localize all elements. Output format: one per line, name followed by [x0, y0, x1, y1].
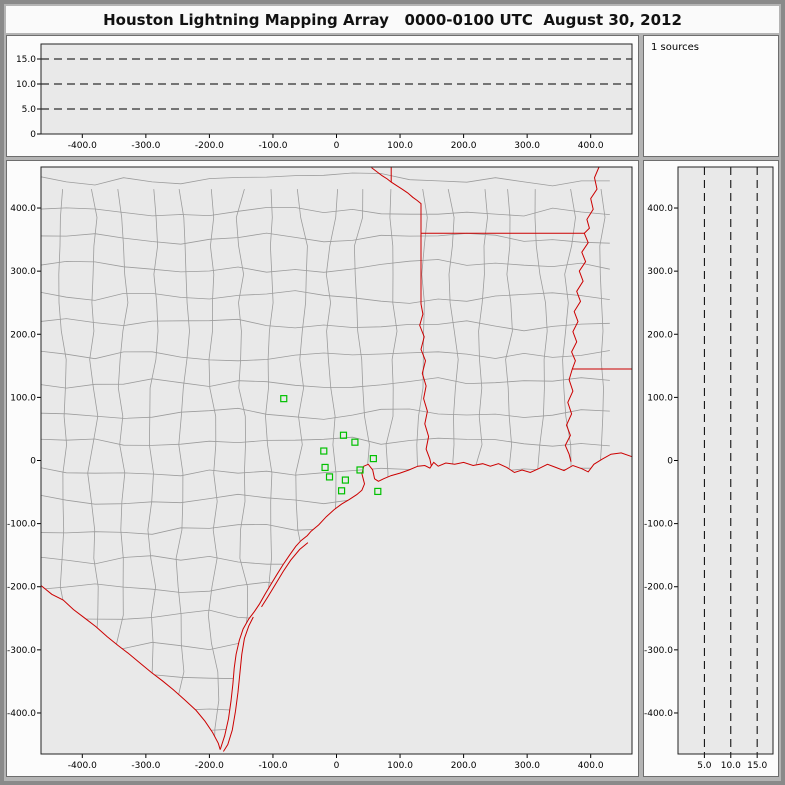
y-tick-label: -200.0 — [644, 583, 673, 593]
lma-station-marker — [280, 395, 288, 403]
x-tick-label: 400.0 — [578, 761, 604, 771]
axis-ticks: -400.0 -300.0 -200.0 -100.0 0 100.0 200.0 300.0… — [16, 55, 604, 151]
y-tick-label: -200.0 — [7, 583, 36, 593]
x-tick-label: 100.0 — [387, 761, 413, 771]
x-tick-label: 300.0 — [514, 141, 540, 151]
y-tick-label: -400.0 — [7, 709, 36, 719]
x-tick-label: -200.0 — [195, 761, 224, 771]
y-tick-label: 0 — [30, 457, 36, 467]
x-tick-label: -200.0 — [195, 141, 224, 151]
axis-ticks: -400.0 -300.0 -200.0 -100.0 0 100.0 200.0 300.0… — [7, 204, 604, 771]
lma-station-marker — [339, 431, 348, 439]
y-tick-label: 300.0 — [10, 267, 36, 277]
x-tick-label: 10.0 — [721, 761, 741, 771]
axis-ticks: 5.0 10.0 15.0 400.0 300.0 200.0 100.0 0 -100.0 -2… — [644, 204, 767, 771]
lma-station-marker — [341, 476, 349, 484]
x-tick-label: -400.0 — [68, 761, 97, 771]
y-tick-label: 100.0 — [10, 393, 36, 403]
y-tick-label: 100.0 — [647, 393, 673, 403]
mississippi-river — [564, 166, 600, 462]
sources-count-panel: 1 sources — [643, 35, 779, 157]
altitude-gridlines — [41, 58, 632, 110]
x-tick-label: -100.0 — [258, 761, 287, 771]
y-tick-label: 400.0 — [10, 204, 36, 214]
x-tick-label: -100.0 — [258, 141, 287, 151]
lma-station-marker — [374, 487, 382, 496]
x-tick-label: 0 — [334, 761, 340, 771]
y-tick-label: 200.0 — [647, 330, 673, 340]
x-tick-label: 200.0 — [451, 761, 477, 771]
y-tick-label: 10.0 — [16, 80, 36, 90]
lma-station-marker — [325, 473, 334, 481]
x-tick-label: 100.0 — [387, 141, 413, 151]
x-tick-label: 5.0 — [697, 761, 712, 771]
altitude-ew-panel[interactable]: -400.0 -300.0 -200.0 -100.0 0 100.0 200.0 300.0… — [6, 35, 639, 157]
y-tick-label: 0 — [30, 130, 36, 140]
y-tick-label: -300.0 — [644, 646, 673, 656]
page-title: Houston Lightning Mapping Array 0000-010… — [6, 6, 779, 33]
y-tick-label: -100.0 — [644, 520, 673, 530]
y-tick-label: -100.0 — [7, 520, 36, 530]
lma-station-marker — [369, 455, 377, 463]
texas-eastern-border — [371, 167, 432, 466]
lma-station-marker — [321, 463, 329, 472]
plan-view-map-plot: -400.0 -300.0 -200.0 -100.0 0 100.0 200.0 300.0… — [7, 166, 633, 771]
y-tick-label: 400.0 — [647, 204, 673, 214]
x-tick-label: 15.0 — [747, 761, 767, 771]
lma-station-marker — [351, 438, 359, 446]
matagorda-island — [261, 542, 309, 608]
x-tick-label: -400.0 — [68, 141, 97, 151]
y-tick-label: -300.0 — [7, 646, 36, 656]
lma-station-marker — [320, 447, 328, 455]
x-tick-label: 300.0 — [514, 761, 540, 771]
y-tick-label: 15.0 — [16, 55, 36, 65]
y-tick-label: -400.0 — [644, 709, 673, 719]
y-tick-label: 200.0 — [10, 330, 36, 340]
y-tick-label: 5.0 — [22, 105, 37, 115]
lma-stations — [280, 395, 382, 496]
altitude-ew-plot: -400.0 -300.0 -200.0 -100.0 0 100.0 200.0 300.0… — [16, 43, 633, 151]
x-tick-label: -300.0 — [131, 761, 160, 771]
padre-island — [222, 616, 254, 752]
y-tick-label: 300.0 — [647, 267, 673, 277]
altitude-ns-plot: 5.0 10.0 15.0 400.0 300.0 200.0 100.0 0 -100.0 -2… — [644, 166, 774, 771]
lma-station-marker — [337, 487, 346, 495]
altitude-gridlines — [703, 167, 758, 754]
x-tick-label: 400.0 — [578, 141, 604, 151]
altitude-ns-panel[interactable]: 5.0 10.0 15.0 400.0 300.0 200.0 100.0 0 -100.0 -2… — [643, 160, 779, 777]
state-borders-and-coastline — [40, 166, 633, 752]
coastline — [219, 452, 633, 750]
x-tick-label: 0 — [334, 141, 340, 151]
sources-count-label: 1 sources — [651, 42, 699, 53]
rio-grande-border — [40, 585, 221, 750]
plan-view-map-panel[interactable]: -400.0 -300.0 -200.0 -100.0 0 100.0 200.0 300.0… — [6, 160, 639, 777]
lma-station-marker — [356, 466, 364, 474]
x-tick-label: 200.0 — [451, 141, 477, 151]
y-tick-label: 0 — [667, 457, 673, 467]
x-tick-label: -300.0 — [131, 141, 160, 151]
